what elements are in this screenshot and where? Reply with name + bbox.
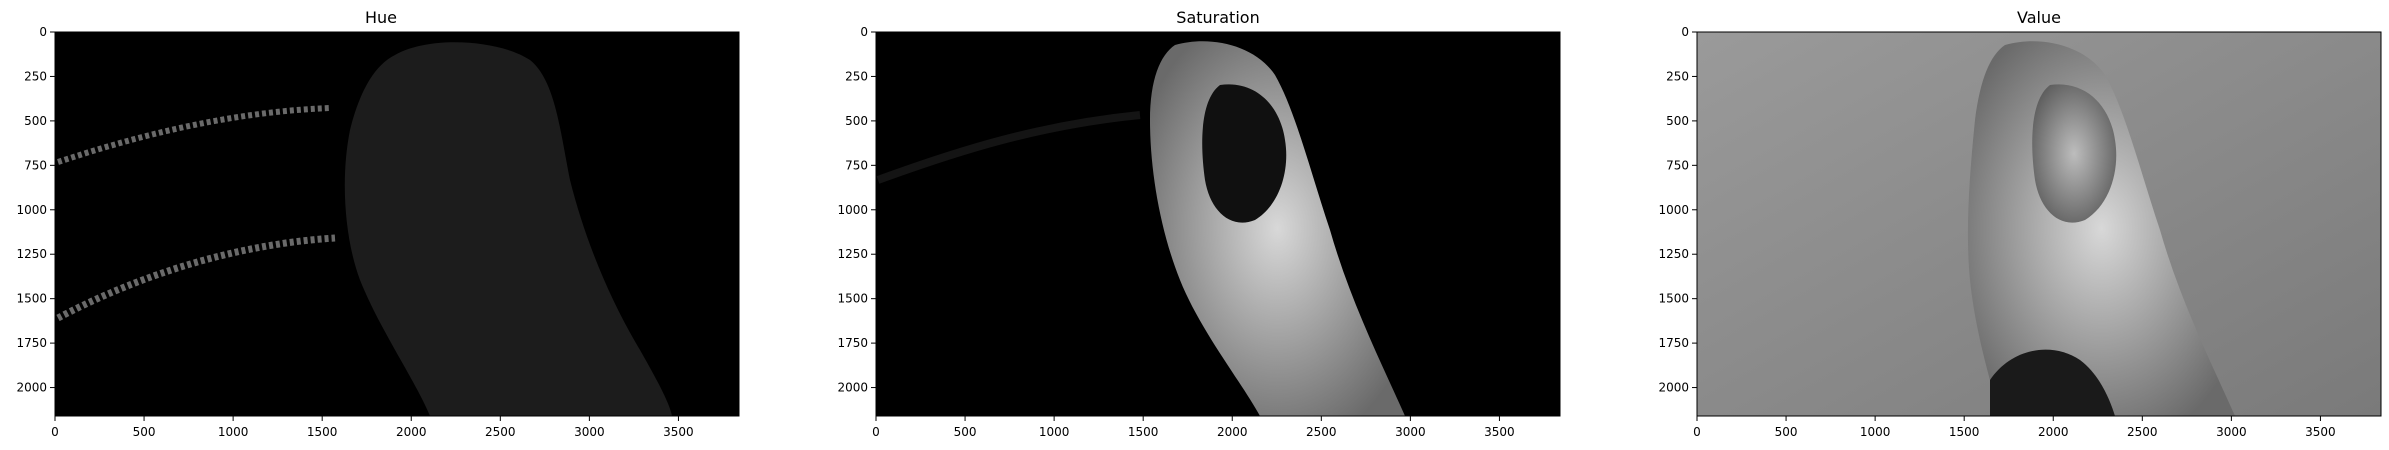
y-tick-label-saturation: 1000	[837, 203, 868, 217]
x-ticks-saturation: 0 500 1000 1500 2000 2500 3000 3500	[872, 416, 1515, 439]
y-tick-label-saturation: 750	[845, 158, 868, 172]
panel-value: Value 0 500 1000 1500 2000 2500 3000 3500 0 250 5…	[1658, 8, 2382, 439]
x-tick-label-value: 0	[1693, 425, 1701, 439]
x-tick-label-saturation: 3000	[1395, 425, 1426, 439]
panel-title-hue: Hue	[365, 8, 397, 27]
y-tick-label-hue: 0	[39, 25, 47, 39]
value-face	[2032, 84, 2117, 223]
y-tick-label-value: 1750	[1658, 336, 1689, 350]
y-tick-label-value: 0	[1681, 25, 1689, 39]
x-tick-label-hue: 3500	[663, 425, 694, 439]
y-tick-label-value: 250	[1666, 69, 1689, 83]
x-tick-label-value: 1500	[1949, 425, 1980, 439]
y-ticks-value: 0 250 500 750 1000 1250 1500 1750 2000	[1658, 25, 1697, 395]
y-tick-label-hue: 1250	[16, 247, 47, 261]
y-tick-label-saturation: 500	[845, 114, 868, 128]
x-tick-label-value: 3500	[2305, 425, 2336, 439]
x-tick-label-hue: 2500	[485, 425, 516, 439]
y-ticks-hue: 0 250 500 750 1000 1250 1500 1750 2000	[16, 25, 55, 395]
x-tick-label-value: 3000	[2216, 425, 2247, 439]
panel-title-saturation: Saturation	[1176, 8, 1259, 27]
saturation-stripe-faint	[876, 111, 1141, 184]
x-tick-label-hue: 500	[133, 425, 156, 439]
y-tick-label-saturation: 1250	[837, 247, 868, 261]
y-tick-label-value: 1000	[1658, 203, 1689, 217]
axes-frame-value	[1696, 31, 2382, 417]
hue-stripe-upper	[57, 105, 331, 165]
axes-frame-saturation	[875, 31, 1561, 417]
y-tick-label-hue: 2000	[16, 381, 47, 395]
axes-frame-hue	[54, 31, 740, 417]
x-tick-label-saturation: 2500	[1306, 425, 1337, 439]
y-tick-label-hue: 1500	[16, 292, 47, 306]
y-tick-label-hue: 250	[24, 69, 47, 83]
y-tick-label-hue: 1000	[16, 203, 47, 217]
y-tick-label-saturation: 0	[860, 25, 868, 39]
x-tick-label-saturation: 500	[954, 425, 977, 439]
x-ticks-hue: 0 500 1000 1500 2000 2500 3000 3500	[51, 416, 694, 439]
x-tick-label-hue: 1500	[307, 425, 338, 439]
x-tick-label-value: 500	[1775, 425, 1798, 439]
image-value	[1697, 32, 2381, 416]
saturation-face	[1202, 84, 1287, 223]
x-tick-label-hue: 2000	[396, 425, 427, 439]
x-tick-label-hue: 0	[51, 425, 59, 439]
y-tick-label-saturation: 2000	[837, 381, 868, 395]
panel-hue: Hue 0 500 1000 1500 2000 2500 3000 3500 0 250 500…	[16, 8, 740, 439]
x-tick-label-saturation: 1000	[1039, 425, 1070, 439]
x-tick-label-hue: 1000	[218, 425, 249, 439]
y-tick-label-value: 750	[1666, 158, 1689, 172]
y-tick-label-hue: 500	[24, 114, 47, 128]
x-ticks-value: 0 500 1000 1500 2000 2500 3000 3500	[1693, 416, 2336, 439]
x-tick-label-hue: 3000	[574, 425, 605, 439]
x-tick-label-value: 2000	[2038, 425, 2069, 439]
x-tick-label-saturation: 0	[872, 425, 880, 439]
x-tick-label-value: 1000	[1860, 425, 1891, 439]
x-tick-label-saturation: 2000	[1217, 425, 1248, 439]
y-tick-label-value: 1500	[1658, 292, 1689, 306]
y-tick-label-saturation: 1750	[837, 336, 868, 350]
y-tick-label-value: 500	[1666, 114, 1689, 128]
panel-title-value: Value	[2017, 8, 2061, 27]
y-tick-label-saturation: 1500	[837, 292, 868, 306]
x-tick-label-value: 2500	[2127, 425, 2158, 439]
y-tick-label-saturation: 250	[845, 69, 868, 83]
panel-saturation: Saturation 0 500 1000 1500 2000 2500 3000 3500 …	[837, 8, 1561, 439]
image-hue	[55, 32, 739, 417]
hue-subject-silhouette	[344, 42, 672, 417]
image-saturation	[876, 32, 1560, 416]
value-shoulder	[1990, 349, 2115, 416]
y-tick-label-value: 1250	[1658, 247, 1689, 261]
y-tick-label-hue: 1750	[16, 336, 47, 350]
x-tick-label-saturation: 1500	[1128, 425, 1159, 439]
y-ticks-saturation: 0 250 500 750 1000 1250 1500 1750 2000	[837, 25, 876, 395]
hue-stripe-lower	[56, 234, 336, 322]
x-tick-label-saturation: 3500	[1484, 425, 1515, 439]
y-tick-label-hue: 750	[24, 158, 47, 172]
y-tick-label-value: 2000	[1658, 381, 1689, 395]
